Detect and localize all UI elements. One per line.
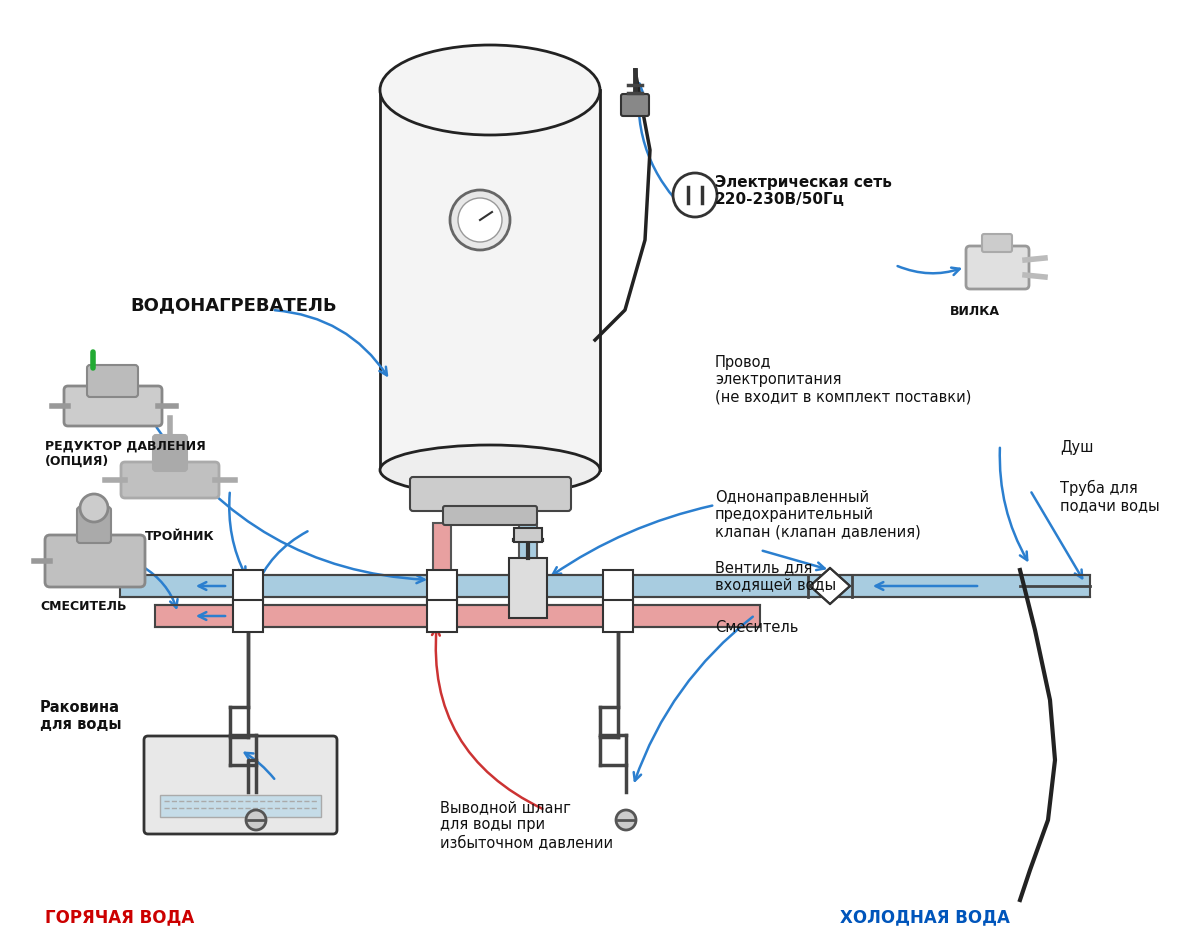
Circle shape xyxy=(246,810,266,830)
FancyBboxPatch shape xyxy=(410,477,571,511)
Text: ТРОЙНИК: ТРОЙНИК xyxy=(145,530,215,543)
Circle shape xyxy=(673,173,718,217)
Text: ВИЛКА: ВИЛКА xyxy=(950,305,1000,318)
FancyBboxPatch shape xyxy=(982,234,1012,252)
Text: Душ: Душ xyxy=(1060,440,1093,455)
Bar xyxy=(233,600,263,632)
FancyBboxPatch shape xyxy=(64,386,162,426)
Bar xyxy=(120,575,1090,597)
Bar xyxy=(604,570,634,602)
Bar xyxy=(514,570,542,602)
Ellipse shape xyxy=(380,445,600,495)
Bar xyxy=(514,528,542,542)
Text: ГОРЯЧАЯ ВОДА: ГОРЯЧАЯ ВОДА xyxy=(46,908,194,926)
Text: Выводной шланг
для воды при
избыточном давлении: Выводной шланг для воды при избыточном д… xyxy=(440,800,613,849)
Bar xyxy=(160,795,322,817)
Polygon shape xyxy=(810,568,850,604)
Text: Однонаправленный
предохранительный
клапан (клапан давления): Однонаправленный предохранительный клапа… xyxy=(715,490,920,540)
FancyBboxPatch shape xyxy=(77,507,112,543)
Bar xyxy=(427,600,457,632)
Bar xyxy=(520,523,538,597)
FancyBboxPatch shape xyxy=(88,365,138,397)
Bar xyxy=(433,523,451,597)
Circle shape xyxy=(80,494,108,522)
Text: РЕДУКТОР ДАВЛЕНИЯ
(ОПЦИЯ): РЕДУКТОР ДАВЛЕНИЯ (ОПЦИЯ) xyxy=(46,440,205,468)
Text: СМЕСИТЕЛЬ: СМЕСИТЕЛЬ xyxy=(40,600,126,613)
Text: Вентиль для
входящей воды: Вентиль для входящей воды xyxy=(715,560,836,592)
Ellipse shape xyxy=(380,45,600,135)
FancyBboxPatch shape xyxy=(443,506,538,525)
Circle shape xyxy=(458,198,502,242)
Text: Раковина
для воды: Раковина для воды xyxy=(40,700,121,733)
Text: ВОДОНАГРЕВАТЕЛЬ: ВОДОНАГРЕВАТЕЛЬ xyxy=(130,296,337,314)
FancyBboxPatch shape xyxy=(622,94,649,116)
FancyBboxPatch shape xyxy=(144,736,337,834)
Circle shape xyxy=(616,810,636,830)
Bar xyxy=(380,90,600,470)
FancyBboxPatch shape xyxy=(966,246,1030,289)
FancyBboxPatch shape xyxy=(154,435,187,471)
Bar xyxy=(509,558,547,618)
Text: Смеситель: Смеситель xyxy=(715,620,798,635)
Text: Труба для
подачи воды: Труба для подачи воды xyxy=(1060,480,1159,513)
Bar xyxy=(155,605,760,627)
FancyBboxPatch shape xyxy=(121,462,220,498)
Circle shape xyxy=(450,190,510,250)
Bar xyxy=(604,600,634,632)
Text: ХОЛОДНАЯ ВОДА: ХОЛОДНАЯ ВОДА xyxy=(840,908,1010,926)
FancyBboxPatch shape xyxy=(46,535,145,587)
Bar xyxy=(233,570,263,602)
Bar xyxy=(427,570,457,602)
Text: Электрическая сеть
220-230В/50Гц: Электрическая сеть 220-230В/50Гц xyxy=(715,175,892,208)
Text: Провод
электропитания
(не входит в комплект поставки): Провод электропитания (не входит в компл… xyxy=(715,355,971,405)
